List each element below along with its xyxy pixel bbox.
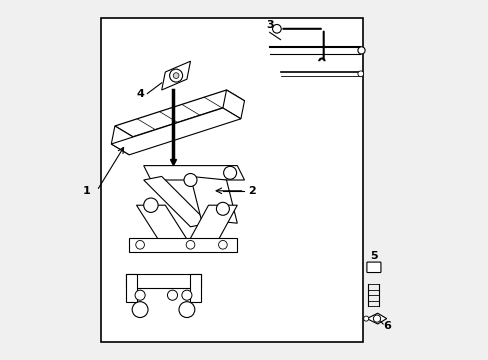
Circle shape [373,315,380,322]
Circle shape [135,290,145,300]
Circle shape [363,316,368,321]
Circle shape [272,24,281,33]
Polygon shape [143,176,208,227]
Polygon shape [162,61,190,90]
Text: 3: 3 [265,20,273,30]
Polygon shape [111,126,133,155]
Circle shape [357,47,365,54]
Text: 6: 6 [382,321,390,331]
Circle shape [136,240,144,249]
Text: 1: 1 [82,186,90,196]
Polygon shape [223,90,244,119]
Polygon shape [115,90,244,137]
Circle shape [218,240,227,249]
Circle shape [143,198,158,212]
Polygon shape [129,238,237,252]
Text: 5: 5 [369,251,377,261]
Circle shape [182,290,192,300]
Circle shape [186,240,194,249]
Circle shape [216,202,229,215]
Circle shape [223,166,236,179]
Polygon shape [125,274,201,288]
Circle shape [167,290,177,300]
Circle shape [357,71,363,77]
Polygon shape [111,108,241,155]
Polygon shape [136,205,190,245]
Circle shape [173,73,179,78]
Circle shape [179,302,194,318]
FancyBboxPatch shape [101,18,363,342]
Polygon shape [190,176,237,223]
Circle shape [132,302,148,318]
Text: 2: 2 [247,186,255,196]
Polygon shape [186,205,237,245]
Polygon shape [366,313,386,324]
Text: 4: 4 [136,89,144,99]
Polygon shape [125,274,136,302]
Polygon shape [143,166,244,180]
Circle shape [183,174,197,186]
FancyBboxPatch shape [366,262,380,273]
Polygon shape [190,274,201,302]
Circle shape [169,69,182,82]
